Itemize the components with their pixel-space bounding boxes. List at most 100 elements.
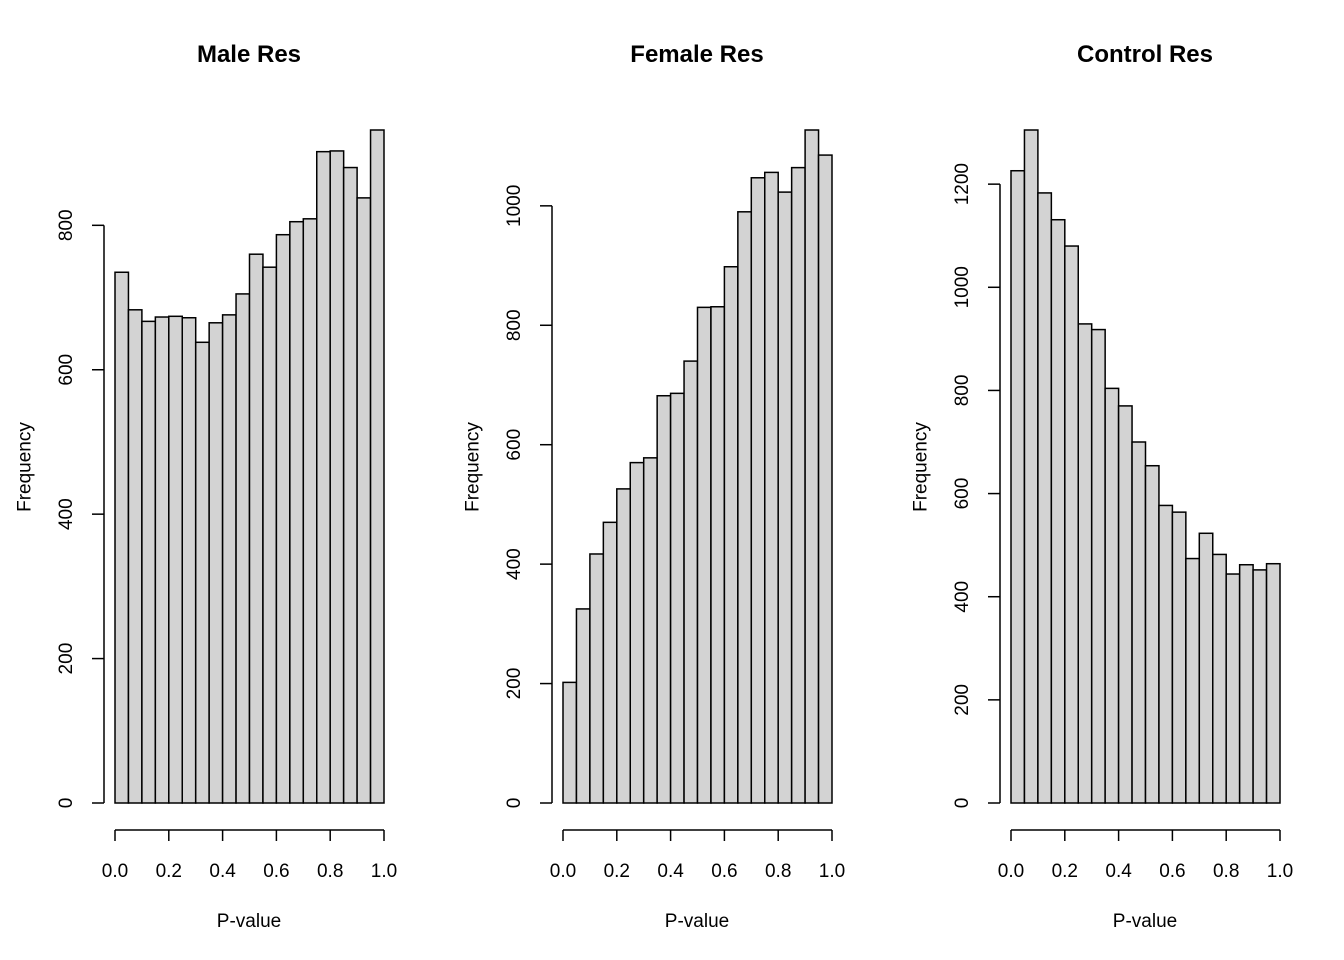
histogram-bar <box>737 211 753 804</box>
histogram-bar <box>127 309 143 804</box>
histogram-bar <box>1050 218 1066 804</box>
histogram-bar <box>194 341 210 804</box>
female-res-panel: Female Res P-value Frequency 0.0 0.2 0.4 0.… <box>463 41 846 932</box>
histogram-bar <box>696 306 712 804</box>
histogram-bar <box>369 129 385 804</box>
histogram-bar <box>329 150 345 804</box>
histogram-bar <box>656 394 672 804</box>
histogram-bar <box>642 457 658 804</box>
histogram-bar <box>1171 511 1187 804</box>
x-tick-label: 0.6 <box>263 861 289 882</box>
histogram-bar <box>710 306 726 804</box>
y-tick-label: 600 <box>952 478 973 510</box>
x-tick-label: 0.4 <box>209 861 236 882</box>
histogram-bar <box>817 154 833 804</box>
control-res-panel: Control Res P-value Frequency 0.0 0.2 0.4 0… <box>911 41 1294 932</box>
x-axis-label: P-value <box>665 911 729 932</box>
histogram-bar <box>262 266 278 804</box>
histogram-bar <box>589 553 605 804</box>
x-axis-label: P-value <box>217 911 281 932</box>
y-tick-label: 1000 <box>504 185 525 227</box>
chart-title: Male Res <box>197 41 301 68</box>
y-tick-label: 200 <box>56 643 77 675</box>
histogram-bar <box>1010 169 1026 804</box>
y-tick-label: 0 <box>952 798 973 809</box>
x-tick-label: 1.0 <box>371 861 397 882</box>
x-tick-label: 0.0 <box>998 861 1024 882</box>
y-tick-label: 800 <box>56 209 77 241</box>
chart-title: Female Res <box>630 41 763 68</box>
histogram-bar <box>342 166 358 804</box>
x-tick-label: 0.6 <box>1159 861 1185 882</box>
y-tick-label: 200 <box>504 668 525 700</box>
histogram-bar <box>562 681 578 804</box>
x-tick-label: 0.0 <box>550 861 576 882</box>
x-axis-label: P-value <box>1113 911 1177 932</box>
histogram-bar <box>723 265 739 804</box>
y-tick-label: 400 <box>952 581 973 613</box>
histogram-bar <box>114 271 130 804</box>
y-tick-label: 600 <box>504 429 525 461</box>
histogram-bar <box>1225 573 1241 804</box>
male-res-panel: Male Res P-value Frequency 0.0 0.2 0.4 0.6 0… <box>15 41 398 932</box>
x-tick-label: 1.0 <box>819 861 845 882</box>
histogram-bar <box>1212 553 1227 804</box>
y-tick-label: 800 <box>952 375 973 407</box>
histogram-bar <box>1064 245 1080 804</box>
histogram-bar <box>575 608 591 804</box>
chart-title: Control Res <box>1077 41 1213 68</box>
histogram-bar <box>1144 464 1160 804</box>
x-tick-label: 0.0 <box>102 861 128 882</box>
histogram-bar <box>1265 562 1281 804</box>
x-tick-label: 0.2 <box>604 861 630 882</box>
y-tick-label: 400 <box>56 498 77 530</box>
histogram-bar <box>316 150 331 804</box>
y-tick-label: 1200 <box>952 163 973 205</box>
histogram-bar <box>1077 323 1093 804</box>
x-tick-label: 0.8 <box>317 861 343 882</box>
histogram-bar <box>221 314 237 804</box>
x-tick-label: 0.2 <box>1052 861 1078 882</box>
x-tick-label: 0.2 <box>156 861 182 882</box>
y-tick-label: 0 <box>56 798 77 809</box>
y-tick-label: 1000 <box>952 266 973 308</box>
y-tick-label: 0 <box>504 798 525 809</box>
histogram-bar <box>154 316 170 804</box>
y-axis-label: Frequency <box>911 422 932 512</box>
histogram-bar <box>248 253 264 804</box>
histogram-bar <box>683 360 699 804</box>
histogram-bar <box>1104 387 1120 804</box>
histogram-bar <box>629 461 645 804</box>
histogram-bar <box>181 316 197 804</box>
histogram-bar <box>1252 569 1268 804</box>
histogram-bar <box>750 177 766 804</box>
histogram-bar <box>616 488 631 804</box>
histogram-bar <box>790 166 806 804</box>
histogram-bar <box>168 315 184 804</box>
histogram-bar <box>764 171 779 804</box>
y-axis-label: Frequency <box>463 422 484 512</box>
histogram-bar <box>289 220 305 804</box>
histogram-bar <box>602 521 618 804</box>
histogram-bar <box>235 293 251 804</box>
histogram-bar <box>1131 441 1147 804</box>
histogram-bar <box>275 233 291 804</box>
x-tick-label: 0.4 <box>1105 861 1132 882</box>
histogram-bar <box>1158 504 1174 804</box>
histogram-bar <box>804 129 820 804</box>
x-tick-label: 1.0 <box>1267 861 1293 882</box>
histogram-bar <box>669 392 685 804</box>
histogram-bar <box>141 320 157 804</box>
histogram-bar <box>356 197 372 804</box>
histogram-bar <box>1238 563 1254 804</box>
histogram-bar <box>1198 532 1214 804</box>
x-tick-label: 0.4 <box>657 861 684 882</box>
histogram-bar <box>302 218 318 804</box>
x-tick-label: 0.8 <box>765 861 791 882</box>
y-tick-label: 800 <box>504 309 525 341</box>
histogram-bar <box>1023 129 1039 804</box>
histogram-bar <box>1090 328 1106 804</box>
histogram-bar <box>1117 405 1133 804</box>
histogram-bar <box>1037 192 1053 804</box>
